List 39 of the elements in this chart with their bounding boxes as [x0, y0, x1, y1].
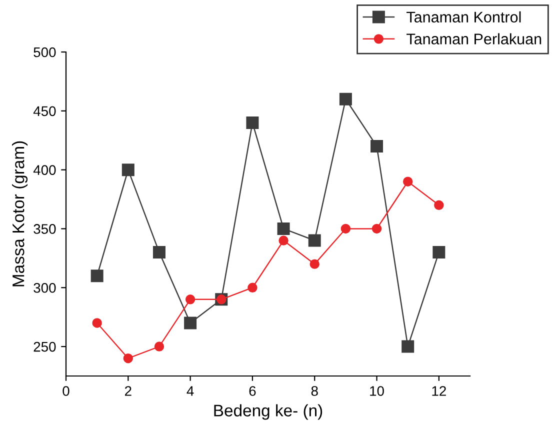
x-tick-label: 4	[186, 386, 194, 396]
point	[184, 316, 197, 330]
point	[154, 342, 164, 352]
point	[122, 164, 134, 176]
point	[92, 318, 102, 328]
x-tick-label: 8	[311, 386, 318, 396]
x-tick-label: 2	[124, 386, 132, 396]
y-tick-label: 300	[34, 282, 56, 293]
point	[277, 222, 290, 235]
point	[340, 224, 351, 234]
point	[248, 282, 258, 292]
point	[402, 176, 413, 186]
point	[402, 340, 414, 353]
point	[432, 246, 446, 259]
x-tick-label: 0	[62, 386, 70, 396]
point	[339, 92, 352, 106]
y-tick-label: 250	[34, 342, 56, 352]
point	[246, 116, 259, 129]
x-tick-label: 10	[370, 386, 384, 396]
point	[372, 224, 382, 234]
y-tick-label: 450	[33, 106, 56, 116]
legend-label: Tanaman Kontrol	[406, 11, 521, 23]
y-tick-label: 350	[34, 224, 56, 234]
point	[308, 234, 321, 247]
y-tick-label: 400	[33, 165, 56, 175]
x-tick-label: 6	[249, 386, 256, 396]
point	[152, 246, 166, 259]
point	[310, 259, 320, 269]
y-axis-title: Massa Kotor (gram)	[12, 141, 28, 286]
x-tick-label: 12	[432, 386, 446, 396]
x-axis-title: Bedeng ke- (n)	[214, 404, 322, 420]
point	[434, 200, 444, 210]
point	[370, 140, 384, 153]
point	[90, 270, 104, 282]
point	[185, 294, 196, 304]
y-tick-label: 500	[34, 47, 56, 58]
point	[123, 353, 134, 364]
legend-label: Tanaman Perlakuan	[406, 33, 542, 44]
point	[278, 236, 288, 246]
